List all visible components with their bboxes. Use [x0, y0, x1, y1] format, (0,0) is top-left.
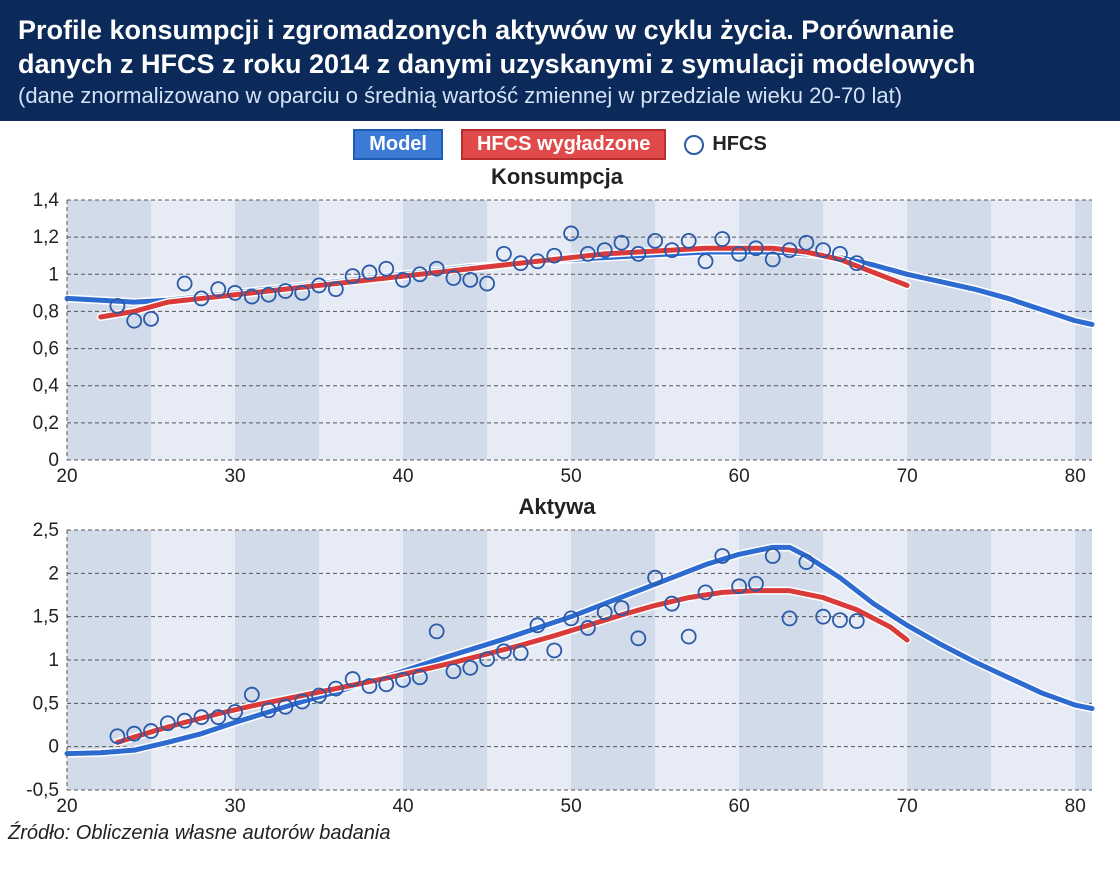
svg-text:80: 80	[1065, 466, 1086, 487]
svg-text:50: 50	[561, 796, 582, 817]
svg-text:0,2: 0,2	[33, 413, 59, 434]
chart1-wrap: 00,20,40,60,811,21,420304050607080	[12, 190, 1102, 490]
svg-text:1,2: 1,2	[33, 227, 59, 248]
legend-hfcs-smoothed: HFCS wygładzone	[461, 129, 666, 160]
chart2-wrap: -0,5 0 0,5 1 1,5 2 2,5 20 30 40 50 60 70 80	[12, 520, 1102, 820]
svg-text:30: 30	[224, 466, 245, 487]
legend-hfcs-points: HFCS	[684, 133, 766, 156]
title-line2: danych z HFCS z roku 2014 z danymi uzysk…	[18, 48, 1102, 82]
chart1-title: Konsumpcja	[12, 164, 1102, 190]
svg-text:1,5: 1,5	[33, 607, 59, 628]
legend-hfcs-label: HFCS	[712, 133, 766, 156]
chart-konsumpcja: 00,20,40,60,811,21,420304050607080	[12, 190, 1102, 490]
svg-text:2,5: 2,5	[33, 520, 59, 541]
svg-text:1,4: 1,4	[33, 190, 60, 211]
svg-text:1: 1	[48, 264, 59, 285]
svg-text:70: 70	[897, 796, 918, 817]
svg-text:20: 20	[56, 796, 77, 817]
svg-text:70: 70	[897, 466, 918, 487]
svg-text:-0,5: -0,5	[26, 780, 59, 801]
svg-text:2: 2	[48, 563, 59, 584]
source-text: Źródło: Obliczenia własne autorów badani…	[0, 820, 1120, 845]
title-line1: Profile konsumpcji i zgromadzonych aktyw…	[18, 14, 1102, 48]
svg-text:0,5: 0,5	[33, 693, 59, 714]
svg-text:30: 30	[224, 796, 245, 817]
svg-text:0: 0	[48, 737, 59, 758]
svg-text:0,4: 0,4	[33, 376, 60, 397]
chart-aktywa: -0,5 0 0,5 1 1,5 2 2,5 20 30 40 50 60 70 80	[12, 520, 1102, 820]
svg-text:20: 20	[56, 466, 77, 487]
legend: Model HFCS wygładzone HFCS	[0, 121, 1120, 160]
legend-model: Model	[353, 129, 443, 160]
svg-text:40: 40	[392, 796, 413, 817]
svg-text:0,8: 0,8	[33, 301, 59, 322]
subtitle: (dane znormalizowano w oparciu o średnią…	[18, 82, 1102, 110]
svg-text:0,6: 0,6	[33, 339, 59, 360]
svg-text:50: 50	[561, 466, 582, 487]
chart2-title: Aktywa	[12, 494, 1102, 520]
svg-text:1: 1	[48, 650, 59, 671]
legend-circle-icon	[684, 135, 704, 155]
svg-text:60: 60	[729, 796, 750, 817]
chart-header: Profile konsumpcji i zgromadzonych aktyw…	[0, 0, 1120, 121]
svg-text:60: 60	[729, 466, 750, 487]
svg-text:80: 80	[1065, 796, 1086, 817]
svg-text:40: 40	[392, 466, 413, 487]
